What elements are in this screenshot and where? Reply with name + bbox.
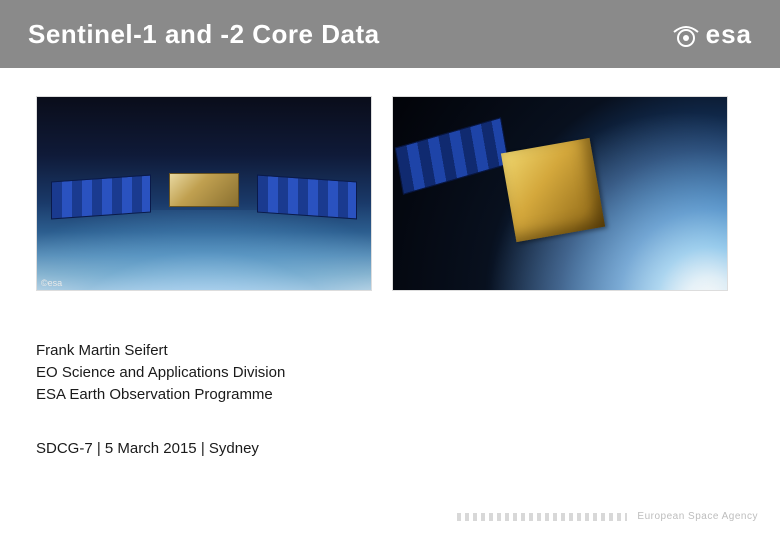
author-division: EO Science and Applications Division xyxy=(36,362,285,384)
esa-logo: esa xyxy=(670,18,752,50)
footer-flag-stripes-icon xyxy=(457,513,627,521)
slide-title: Sentinel-1 and -2 Core Data xyxy=(28,19,380,50)
esa-logo-text: esa xyxy=(706,19,752,50)
image-credit: ©esa xyxy=(41,278,62,288)
event-location: Sydney xyxy=(209,440,259,457)
sentinel-1-image: ©esa xyxy=(36,96,372,291)
event-date: 5 March 2015 xyxy=(105,440,197,457)
header-bar: Sentinel-1 and -2 Core Data esa xyxy=(0,0,780,68)
footer: European Space Agency xyxy=(457,511,758,522)
author-block: Frank Martin Seifert EO Science and Appl… xyxy=(36,340,285,405)
images-row: ©esa xyxy=(0,68,780,291)
sentinel-2-image xyxy=(392,96,728,291)
esa-logo-icon xyxy=(670,18,702,50)
author-name: Frank Martin Seifert xyxy=(36,340,285,362)
footer-agency-text: European Space Agency xyxy=(637,511,758,522)
event-conference: SDCG-7 xyxy=(36,440,93,457)
author-programme: ESA Earth Observation Programme xyxy=(36,384,285,406)
event-line: SDCG-7 | 5 March 2015 | Sydney xyxy=(36,440,259,457)
